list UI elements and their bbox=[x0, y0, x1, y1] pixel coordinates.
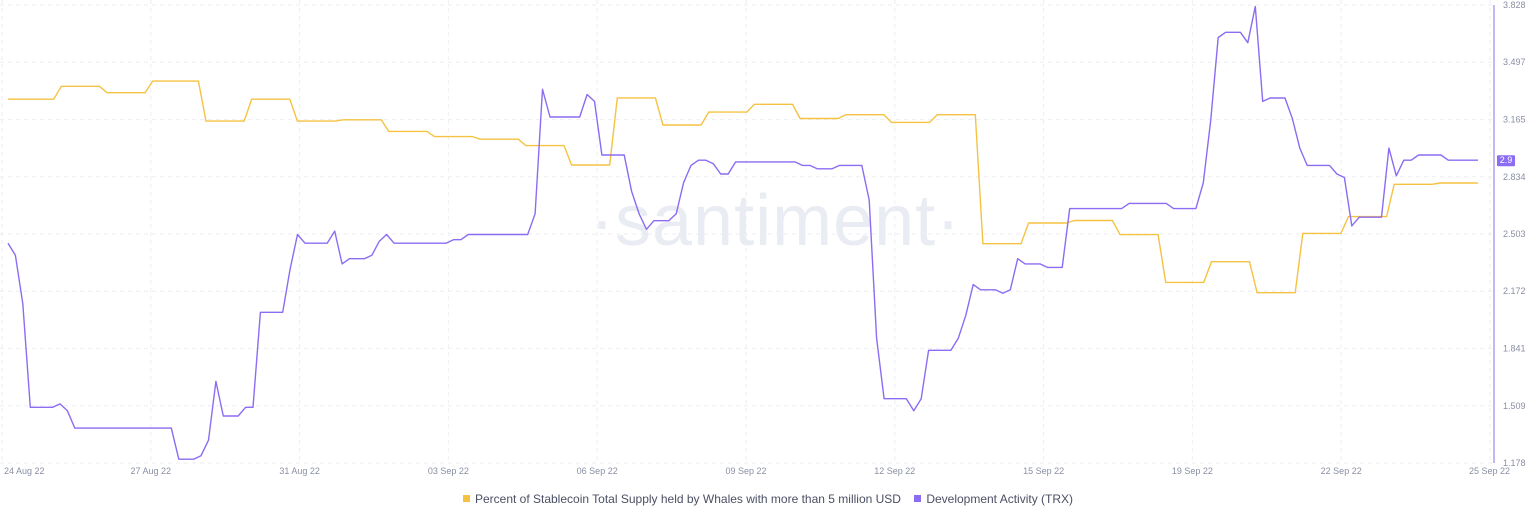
line-chart: 1.178 1.509 1.841 2.172 2.503 2.834 3.165 3.497… bbox=[0, 0, 1526, 476]
x-tick-label: 03 Sep 22 bbox=[428, 466, 469, 476]
x-tick-label: 31 Aug 22 bbox=[279, 466, 320, 476]
legend-label-stablecoin: Percent of Stablecoin Total Supply held … bbox=[474, 492, 901, 506]
y-tick-label: 3.165 bbox=[1503, 115, 1526, 125]
current-value-badge bbox=[1497, 155, 1515, 167]
x-tick-label: 19 Sep 22 bbox=[1172, 466, 1213, 476]
legend-swatch-stablecoin bbox=[462, 495, 470, 503]
legend-swatch-dev-activity bbox=[914, 495, 922, 503]
grid bbox=[0, 0, 1494, 464]
x-tick-label: 06 Sep 22 bbox=[577, 466, 618, 476]
legend-item-stablecoin[interactable]: Percent of Stablecoin Total Supply held … bbox=[462, 492, 901, 506]
legend: Percent of Stablecoin Total Supply held … bbox=[0, 492, 1536, 506]
x-axis: 24 Aug 22 27 Aug 22 31 Aug 22 03 Sep 22 06 S… bbox=[4, 466, 1510, 476]
y-tick-label: 3.828 bbox=[1503, 0, 1526, 10]
x-tick-label: 27 Aug 22 bbox=[131, 466, 172, 476]
legend-label-dev-activity: Development Activity (TRX) bbox=[926, 492, 1074, 506]
legend-item-dev-activity[interactable]: Development Activity (TRX) bbox=[914, 492, 1073, 506]
y-tick-label: 3.497 bbox=[1503, 57, 1526, 67]
x-tick-label: 24 Aug 22 bbox=[4, 466, 45, 476]
x-tick-label: 09 Sep 22 bbox=[725, 466, 766, 476]
x-tick-label: 22 Sep 22 bbox=[1321, 466, 1362, 476]
current-value-label: 2.9 bbox=[1500, 155, 1513, 165]
y-tick-label: 1.509 bbox=[1503, 401, 1526, 411]
y-tick-label: 2.834 bbox=[1503, 172, 1526, 182]
x-tick-label: 25 Sep 22 bbox=[1469, 466, 1510, 476]
series-line-1 bbox=[7, 5, 1478, 460]
series-line-0 bbox=[8, 80, 1478, 294]
santiment-watermark: ·santiment· bbox=[590, 181, 962, 261]
y-tick-label: 2.503 bbox=[1503, 229, 1526, 239]
x-tick-label: 12 Sep 22 bbox=[874, 466, 915, 476]
series-lines bbox=[7, 5, 1478, 460]
y-tick-label: 1.178 bbox=[1503, 458, 1526, 468]
x-tick-label: 15 Sep 22 bbox=[1023, 466, 1064, 476]
y-tick-label: 1.841 bbox=[1503, 343, 1526, 353]
y-tick-label: 2.172 bbox=[1503, 286, 1526, 296]
y-axis-right: 1.178 1.509 1.841 2.172 2.503 2.834 3.165 3.497… bbox=[1493, 0, 1526, 468]
